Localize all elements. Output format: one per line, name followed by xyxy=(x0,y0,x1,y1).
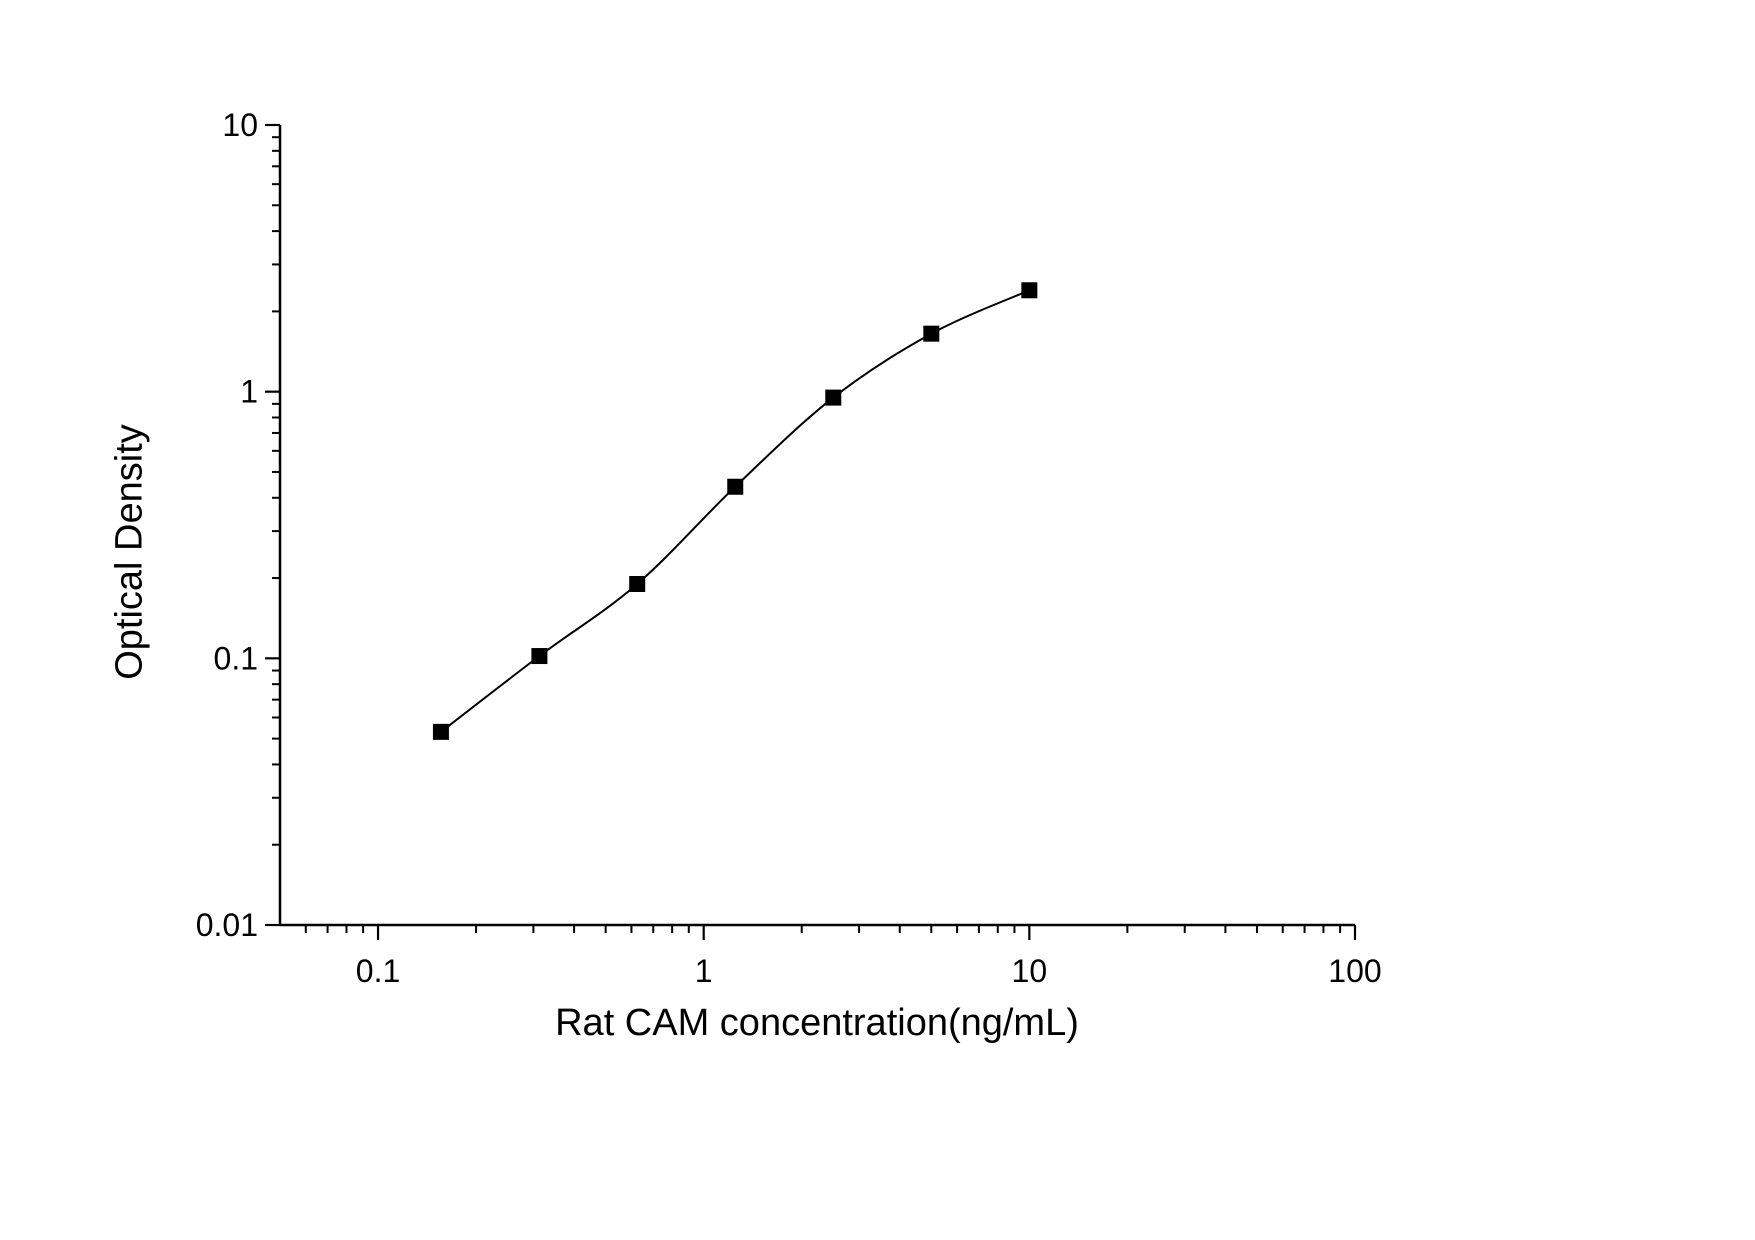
x-tick-label: 1 xyxy=(695,953,713,989)
y-axis-title: Optical Density xyxy=(108,424,151,680)
y-tick-label: 0.01 xyxy=(196,907,258,943)
standard-curve-line xyxy=(440,289,1030,733)
x-tick-label: 100 xyxy=(1328,953,1381,989)
x-tick-label: 0.1 xyxy=(356,953,400,989)
y-tick-label: 0.1 xyxy=(214,640,258,676)
data-point-marker xyxy=(531,648,548,665)
x-tick-label: 10 xyxy=(1012,953,1048,989)
data-point-marker xyxy=(923,325,940,342)
data-point-marker xyxy=(727,478,744,495)
y-tick-label: 1 xyxy=(240,374,258,410)
data-point-marker xyxy=(825,389,842,406)
y-tick-label: 10 xyxy=(222,107,258,143)
x-axis-title: Rat CAM concentration(ng/mL) xyxy=(555,1002,1079,1044)
data-point-marker xyxy=(629,575,646,592)
data-point-marker xyxy=(1021,282,1038,299)
data-point-marker xyxy=(432,723,449,740)
